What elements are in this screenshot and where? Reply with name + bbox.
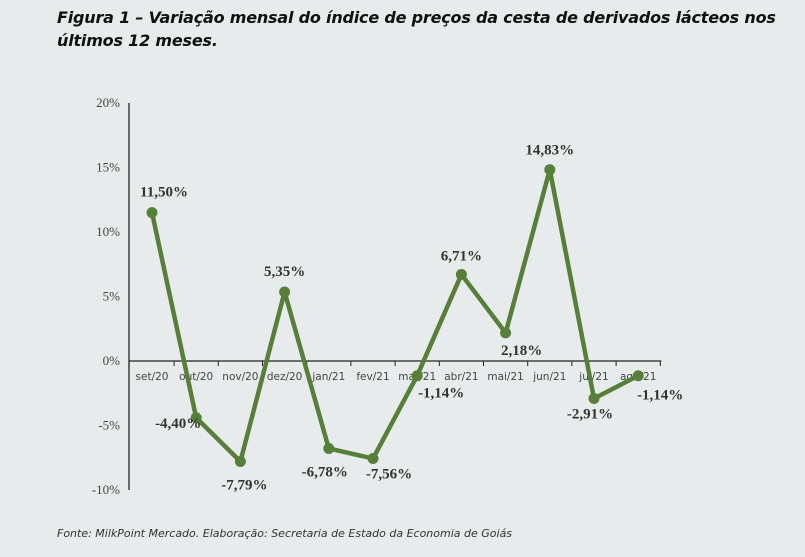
data-label: -4,40% [155, 416, 201, 432]
data-label: 11,50% [140, 185, 188, 201]
y-tick-label: 20% [96, 95, 120, 110]
x-tick-label: jun/21 [532, 371, 566, 383]
data-label: 14,83% [525, 143, 574, 159]
y-tick-label: -5% [98, 418, 120, 433]
x-tick-label: set/20 [136, 371, 169, 383]
data-point [500, 327, 512, 339]
x-tick-label: jan/21 [311, 371, 345, 383]
x-tick-label: nov/20 [222, 371, 258, 383]
data-point [146, 207, 158, 219]
data-point [544, 164, 556, 176]
data-label: -7,79% [221, 477, 267, 493]
data-point [411, 370, 423, 382]
x-tick-label: jul/21 [578, 371, 608, 383]
y-tick-label: 5% [103, 289, 121, 304]
data-label: 5,35% [264, 264, 305, 280]
x-tick-label: abr/21 [444, 371, 478, 383]
x-tick-label: dez/20 [267, 371, 303, 383]
data-point [632, 370, 644, 382]
data-label: -1,14% [637, 388, 683, 404]
data-label: -7,56% [366, 467, 412, 483]
figure-title: Figura 1 – Variação mensal do índice de … [57, 8, 776, 50]
x-tick-label: mai/21 [487, 371, 523, 383]
data-line [149, 167, 640, 464]
data-point [234, 455, 246, 467]
y-tick-label: -10% [92, 482, 120, 497]
data-point [323, 442, 335, 454]
source-note: Fonte: MilkPoint Mercado. Elaboração: Se… [57, 527, 513, 540]
data-label: -2,91% [567, 407, 613, 423]
x-tick-label: fev/21 [356, 371, 389, 383]
y-tick-label: 10% [96, 224, 120, 239]
data-point [279, 286, 291, 298]
y-tick-label: 0% [103, 353, 121, 368]
data-label: 2,18% [501, 343, 542, 359]
data-point [588, 393, 600, 405]
y-tick-label: 15% [96, 160, 120, 175]
data-label: -6,78% [302, 464, 348, 480]
data-point [455, 268, 467, 280]
data-point [190, 412, 202, 424]
data-label: 6,71% [441, 248, 482, 264]
data-point [367, 453, 379, 465]
data-label: -1,14% [418, 386, 464, 402]
